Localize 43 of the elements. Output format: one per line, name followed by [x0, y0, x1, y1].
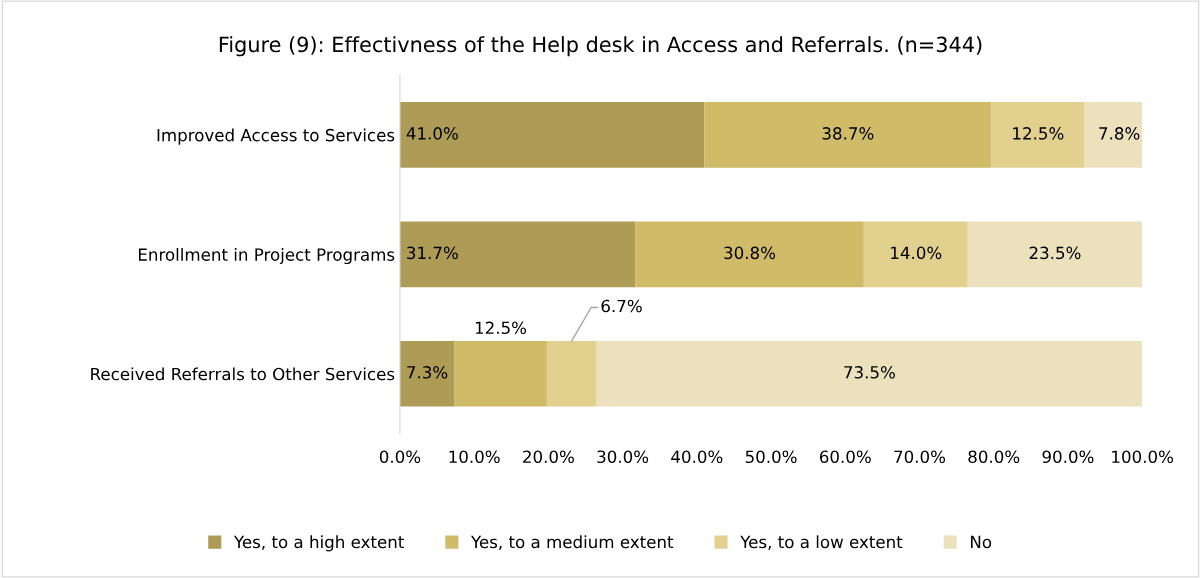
bar — [454, 340, 547, 407]
bar — [399, 340, 455, 407]
data-label: 7.8% — [1099, 127, 1140, 140]
bar — [399, 102, 705, 168]
legend-label: Yes, to a medium extent — [470, 535, 674, 550]
data-label: 73.5% — [844, 366, 895, 379]
data-label: 12.5% — [1013, 127, 1064, 140]
bar — [863, 221, 968, 288]
y-tick-label: Enrollment in Project Programs — [139, 247, 395, 265]
bar — [967, 221, 1143, 288]
bar — [546, 340, 597, 407]
x-tick-label: 100.0% — [1112, 450, 1174, 464]
x-tick-label: 0.0% — [379, 450, 421, 464]
x-tick-label: 50.0% — [745, 450, 797, 464]
data-label: 38.7% — [822, 127, 874, 140]
bar — [704, 102, 992, 168]
bar — [635, 221, 864, 288]
y-tick-label: Received Referrals to Other Services — [91, 367, 395, 381]
data-label: 12.5% — [475, 321, 527, 335]
chart-title: Figure (9): Effectivness of the Help desk in Access and Referrals. (n=344) — [219, 36, 982, 57]
data-label: 31.7% — [407, 246, 458, 260]
data-label: 14.0% — [891, 246, 942, 260]
x-tick-label: 20.0% — [523, 450, 574, 464]
x-tick-label: 60.0% — [819, 450, 871, 464]
legend-label: Yes, to a high extent — [233, 535, 404, 552]
bar — [596, 340, 1143, 407]
y-tick-label: Improved Access to Services — [157, 128, 395, 145]
legend-label: Yes, to a low extent — [740, 535, 903, 550]
bar — [1084, 102, 1143, 168]
legend-label: No — [971, 535, 992, 549]
data-label: 23.5% — [1029, 246, 1081, 260]
bar — [991, 102, 1085, 168]
x-tick-label: 70.0% — [894, 450, 946, 464]
x-tick-label: 90.0% — [1042, 450, 1094, 464]
data-label: 30.8% — [724, 246, 776, 260]
x-tick-label: 40.0% — [671, 450, 723, 464]
data-label: 7.3% — [407, 366, 448, 379]
data-label: 41.0% — [406, 127, 458, 140]
bar — [399, 221, 636, 288]
data-label: 6.7% — [601, 299, 642, 313]
x-tick-label: 30.0% — [597, 450, 649, 464]
x-tick-label: 80.0% — [968, 450, 1020, 464]
x-tick-label: 10.0% — [449, 450, 500, 464]
